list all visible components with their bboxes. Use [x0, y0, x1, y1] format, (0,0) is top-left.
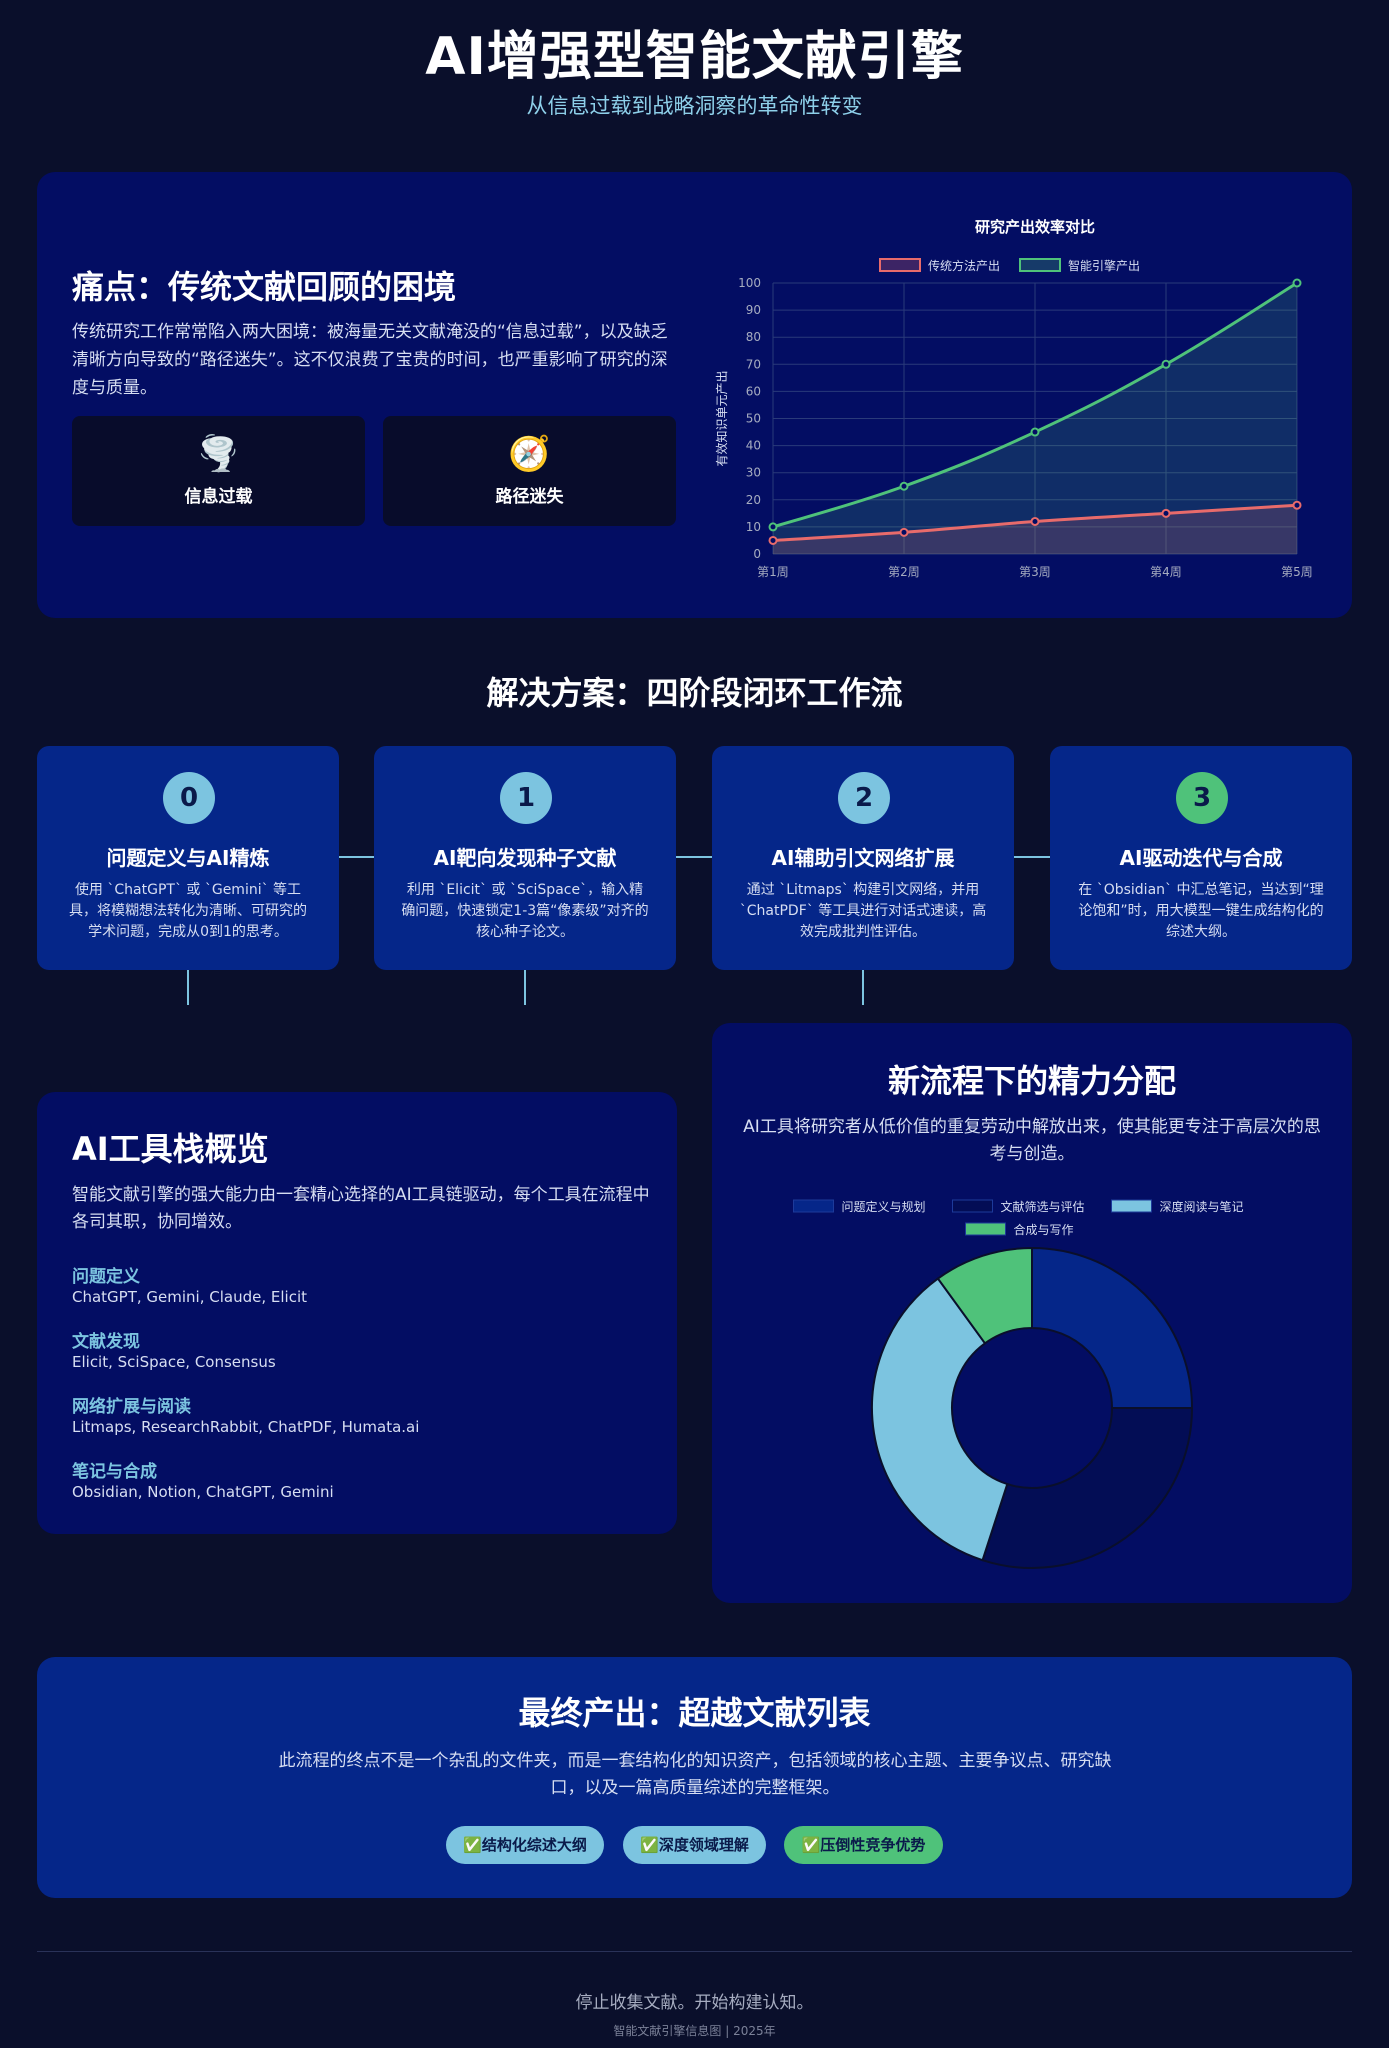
y-tick-label: 90 — [746, 303, 761, 317]
tool-category: 网络扩展与阅读 — [72, 1397, 191, 1417]
y-tick-label: 20 — [746, 493, 761, 507]
step-title: AI靶向发现种子文献 — [433, 846, 617, 870]
pain-box-lost-direction: 🧭 路径迷失 — [383, 416, 676, 526]
step-number-badge: 2 — [838, 772, 890, 824]
step-description: 利用 `Elicit` 或 `SciSpace`，输入精确问题，快速锁定1-3篇… — [401, 882, 649, 940]
pain-box-info-overload: 🌪️ 信息过载 — [72, 416, 365, 526]
y-tick-label: 80 — [746, 330, 761, 344]
legend-label: 传统方法产出 — [928, 258, 1000, 273]
doughnut-slice — [871, 1277, 1009, 1562]
data-point — [899, 527, 909, 537]
legend-label: 文献筛选与评估 — [1001, 1199, 1085, 1214]
data-point — [768, 522, 778, 532]
pain-section-card — [37, 172, 1352, 618]
x-tick-label: 第3周 — [1019, 565, 1051, 579]
workflow-title: 解决方案：四阶段闭环工作流 — [486, 674, 903, 712]
doughnut-slice — [1031, 1246, 1194, 1409]
footer-divider — [37, 1951, 1352, 1952]
legend-swatch — [1019, 258, 1061, 272]
legend-label: 智能引擎产出 — [1068, 258, 1140, 273]
workflow-drop-line — [524, 969, 526, 1005]
legend-swatch — [1111, 1199, 1152, 1213]
y-tick-label: 0 — [753, 547, 761, 561]
chart-title: 研究产出效率对比 — [975, 218, 1095, 236]
workflow-drop-line — [187, 969, 189, 1005]
legend-label: 深度阅读与笔记 — [1160, 1199, 1244, 1214]
pain-box-label: 信息过载 — [184, 487, 253, 507]
footer-tagline: 停止收集文献。开始构建认知。 — [575, 1993, 814, 2013]
tool-list: Elicit, SciSpace, Consensus — [72, 1353, 276, 1371]
x-tick-label: 第2周 — [888, 565, 920, 579]
tool-list: Obsidian, Notion, ChatGPT, Gemini — [72, 1483, 334, 1501]
y-axis-label: 有效知识单元产出 — [714, 370, 729, 466]
data-point — [899, 481, 909, 491]
energy-description: AI工具将研究者从低价值的重复劳动中解放出来，使其能更专注于高层次的思考与创造。 — [743, 1117, 1321, 1164]
data-point — [1161, 508, 1171, 518]
x-tick-label: 第1周 — [757, 565, 789, 579]
y-tick-label: 40 — [746, 439, 761, 453]
page-subtitle: 从信息过载到战略洞察的革命性转变 — [526, 94, 863, 118]
data-point — [1030, 516, 1040, 526]
footer-caption: 智能文献引擎信息图 | 2025年 — [613, 2024, 776, 2038]
tool-list: ChatGPT, Gemini, Claude, Elicit — [72, 1288, 307, 1306]
legend-swatch — [965, 1222, 1006, 1236]
data-point — [1030, 427, 1040, 437]
x-tick-label: 第5周 — [1281, 565, 1313, 579]
legend-swatch — [952, 1199, 993, 1213]
tool-category: 笔记与合成 — [72, 1462, 157, 1482]
final-description: 此流程的终点不是一个杂乱的文件夹，而是一套结构化的知识资产，包括领域的核心主题、… — [278, 1751, 1112, 1798]
workflow-step-0: 0 问题定义与AI精炼 使用 `ChatGPT` 或 `Gemini` 等工具，… — [37, 746, 339, 970]
step-title: AI驱动迭代与合成 — [1119, 846, 1283, 870]
y-tick-label: 100 — [738, 276, 761, 290]
y-tick-label: 50 — [746, 412, 761, 426]
doughnut-slice — [936, 1246, 1033, 1345]
pain-box-label: 路径迷失 — [495, 487, 564, 507]
data-point — [1292, 500, 1302, 510]
pain-title: 痛点：传统文献回顾的困境 — [72, 268, 457, 306]
tool-category: 文献发现 — [72, 1332, 140, 1352]
legend-label: 合成与写作 — [1014, 1222, 1074, 1237]
pain-text: 传统研究工作常常陷入两大困境：被海量无关文献淹没的“信息过载”，以及缺乏清晰方向… — [72, 322, 668, 398]
legend-label: 问题定义与规划 — [842, 1199, 926, 1214]
tornado-icon: 🌪️ — [197, 434, 240, 474]
tools-title: AI工具栈概览 — [72, 1130, 269, 1168]
x-tick-label: 第4周 — [1150, 565, 1182, 579]
badge-competitive-advantage: ✅压倒性竞争优势 — [784, 1826, 943, 1864]
tool-list: Litmaps, ResearchRabbit, ChatPDF, Humata… — [72, 1418, 420, 1436]
doughnut-slice — [981, 1407, 1194, 1569]
data-point — [1292, 278, 1302, 288]
page-title: AI增强型智能文献引擎 — [425, 27, 964, 87]
step-title: 问题定义与AI精炼 — [106, 846, 270, 870]
y-tick-label: 30 — [746, 466, 761, 480]
workflow-drop-line — [862, 969, 864, 1005]
energy-title: 新流程下的精力分配 — [887, 1062, 1176, 1100]
y-tick-label: 10 — [746, 520, 761, 534]
legend-swatch — [879, 258, 921, 272]
y-tick-label: 70 — [746, 357, 761, 371]
workflow-connector-line — [252, 856, 1142, 858]
legend-swatch — [793, 1199, 834, 1213]
workflow-step-2: 2 AI辅助引文网络扩展 通过 `Litmaps` 构建引文网络，并用 `Cha… — [712, 746, 1014, 970]
step-title: AI辅助引文网络扩展 — [771, 846, 955, 870]
final-title: 最终产出：超越文献列表 — [518, 1694, 871, 1732]
badge-structured-outline: ✅结构化综述大纲 — [446, 1826, 604, 1864]
tool-category: 问题定义 — [72, 1267, 140, 1287]
workflow-step-3: 3 AI驱动迭代与合成 在 `Obsidian` 中汇总笔记，当达到“理论饱和”… — [1050, 746, 1352, 970]
step-description: 在 `Obsidian` 中汇总笔记，当达到“理论饱和”时，用大模型一键生成结构… — [1078, 882, 1324, 940]
workflow-step-1: 1 AI靶向发现种子文献 利用 `Elicit` 或 `SciSpace`，输入… — [374, 746, 676, 970]
step-description: 使用 `ChatGPT` 或 `Gemini` 等工具，将模糊想法转化为清晰、可… — [69, 882, 307, 940]
data-point — [1161, 359, 1171, 369]
step-number-badge: 3 — [1176, 772, 1228, 824]
compass-icon: 🧭 — [508, 434, 551, 474]
step-number-badge: 0 — [163, 772, 215, 824]
tools-description: 智能文献引擎的强大能力由一套精心选择的AI工具链驱动，每个工具在流程中各司其职，… — [72, 1185, 650, 1232]
data-point — [768, 535, 778, 545]
badge-deep-understanding: ✅深度领域理解 — [623, 1826, 766, 1864]
step-description: 通过 `Litmaps` 构建引文网络，并用 `ChatPDF` 等工具进行对话… — [739, 882, 987, 940]
tools-section-card — [37, 1092, 677, 1534]
y-tick-label: 60 — [746, 384, 761, 398]
step-number-badge: 1 — [500, 772, 552, 824]
